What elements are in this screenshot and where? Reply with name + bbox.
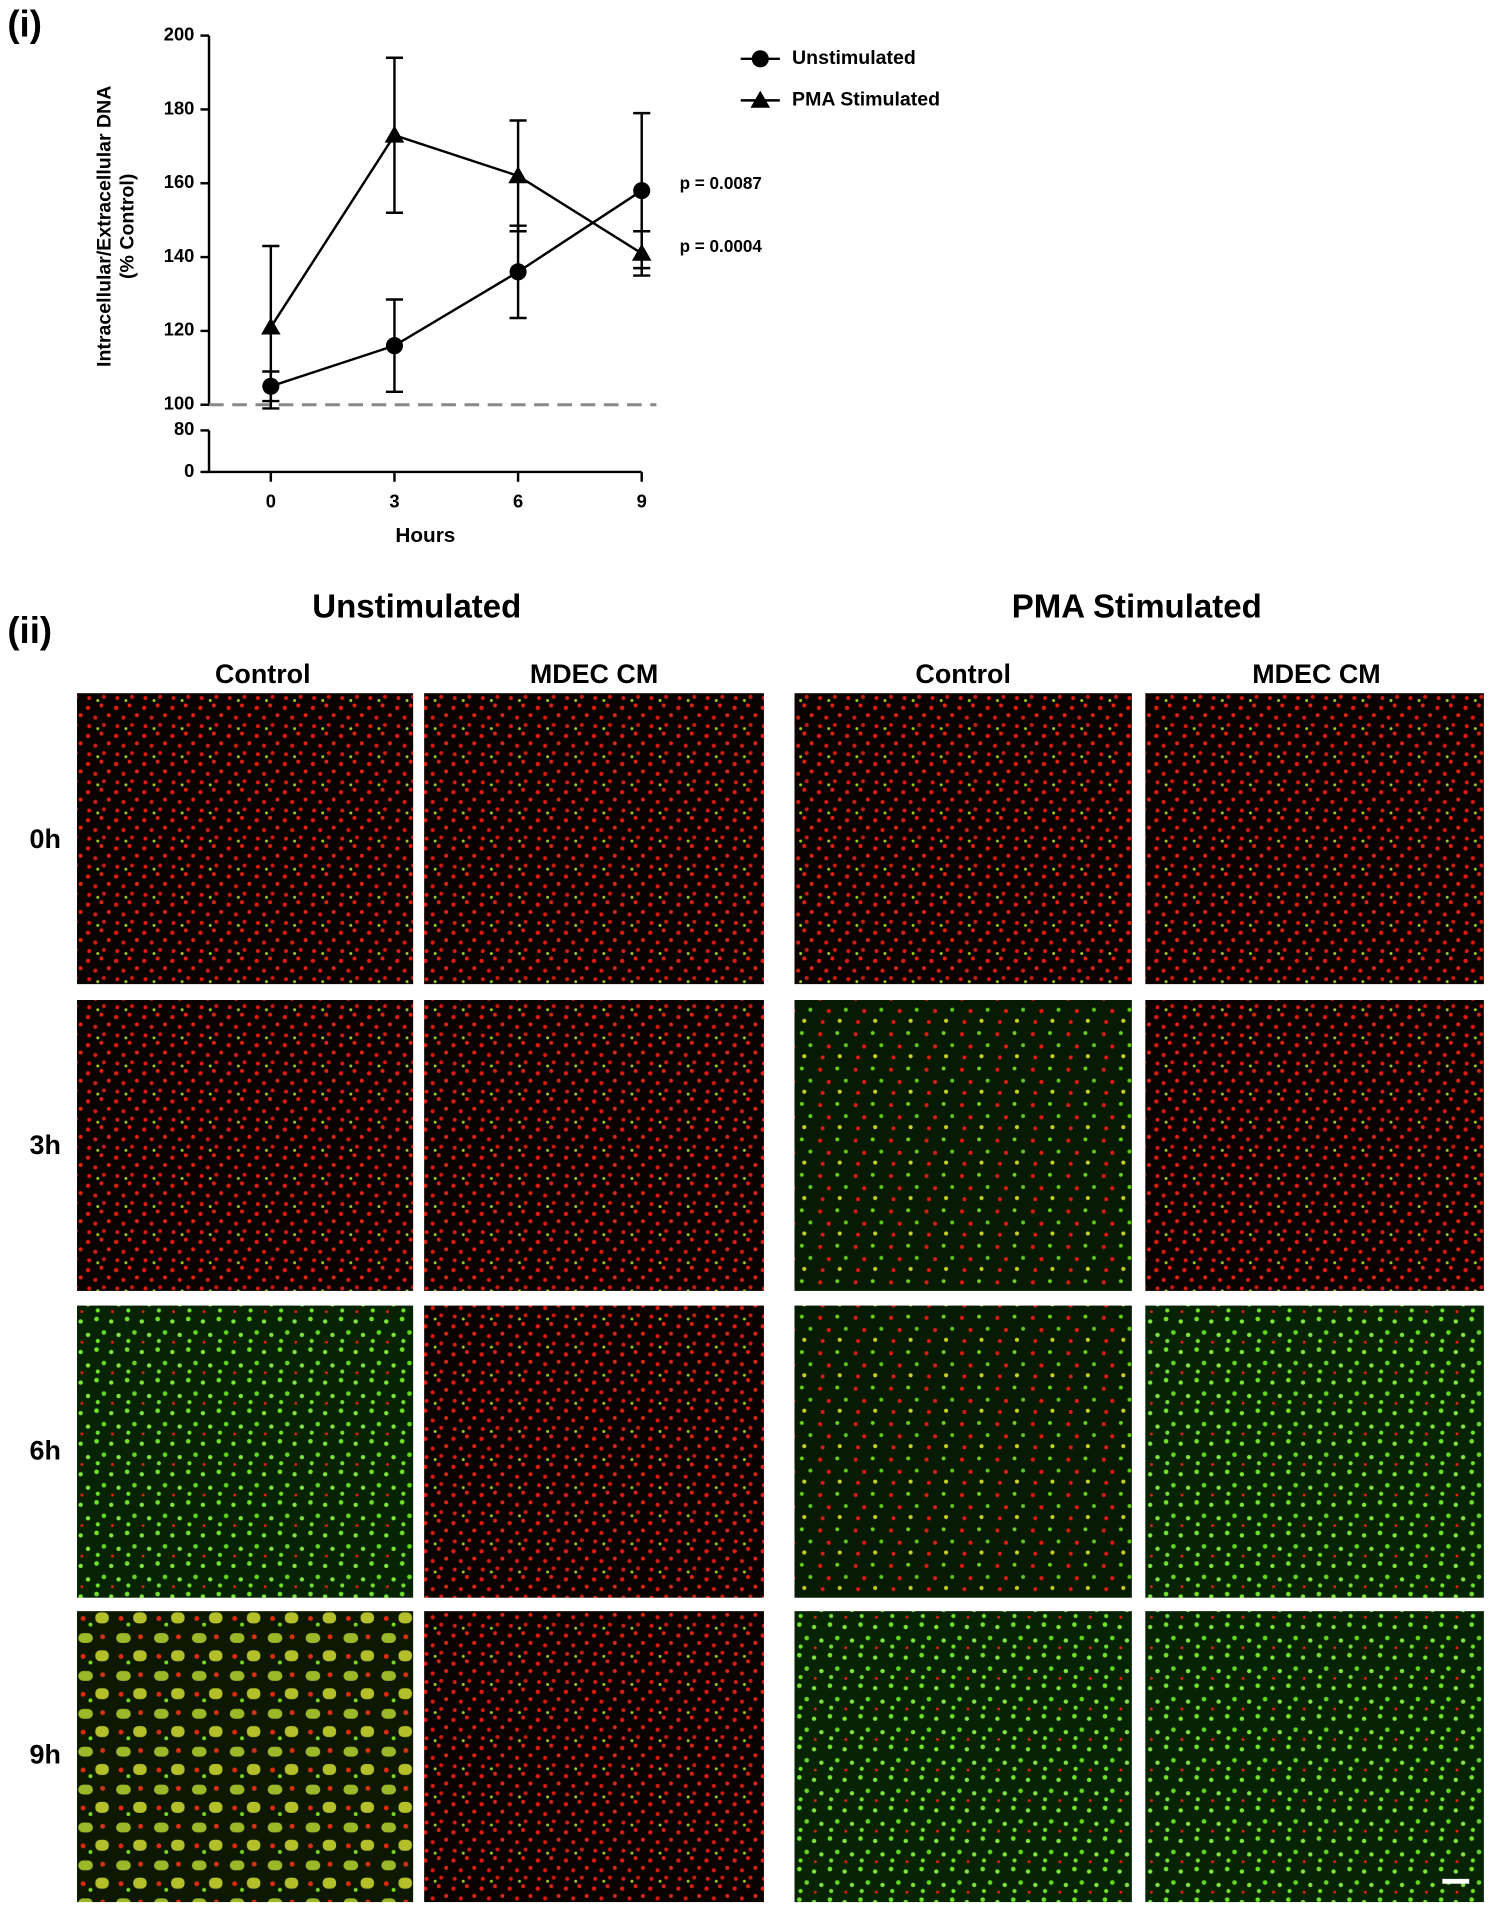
micrograph (794, 1611, 1132, 1903)
x-tick-label: 9 (637, 490, 647, 511)
column-header: MDEC CM (530, 659, 658, 689)
marker (631, 243, 652, 261)
column-header: Control (915, 659, 1011, 689)
legend-marker (750, 90, 771, 108)
marker (633, 182, 651, 200)
scale-bar (1442, 1878, 1470, 1884)
panel-label: (i) (7, 4, 42, 45)
micrograph (1145, 693, 1484, 985)
marker (508, 166, 528, 184)
micrograph (424, 1305, 764, 1598)
marker (261, 317, 281, 335)
y-tick-label: 140 (164, 245, 195, 266)
y-tick-label: 160 (164, 171, 195, 192)
micrograph (1145, 1611, 1484, 1903)
micrograph (794, 1000, 1132, 1291)
micrograph (77, 1305, 414, 1598)
micrograph (1145, 1000, 1484, 1291)
y-tick-label: 180 (164, 97, 195, 118)
micrograph-grid (77, 693, 1484, 1903)
y-tick-label: 120 (164, 319, 195, 340)
row-label: 0h (30, 824, 61, 854)
panel-label: (ii) (7, 610, 52, 651)
y-axis-label: Intracellular/Extracellular DNA (93, 86, 115, 367)
y-axis-label: (% Control) (117, 174, 139, 279)
marker (385, 337, 404, 355)
y-tick-label: 0 (184, 460, 194, 481)
legend-marker (751, 50, 769, 68)
micrograph (1145, 1305, 1484, 1598)
row-label: 9h (30, 1740, 61, 1770)
row-label: 6h (30, 1435, 61, 1465)
group-header: Unstimulated (312, 588, 521, 625)
column-header: Control (215, 659, 311, 689)
micrograph (794, 1305, 1132, 1598)
column-header: MDEC CM (1252, 659, 1380, 689)
row-label: 3h (30, 1130, 61, 1160)
x-axis-label: Hours (395, 524, 455, 547)
x-tick-label: 3 (389, 490, 399, 511)
group-header: PMA Stimulated (1012, 588, 1262, 625)
micrograph (424, 1000, 764, 1291)
marker (384, 125, 405, 143)
micrograph (77, 1611, 414, 1903)
micrograph (424, 1611, 764, 1903)
legend-label: Unstimulated (792, 47, 916, 69)
annotation: p = 0.0087 (680, 174, 762, 193)
y-tick-label: 80 (174, 418, 194, 439)
x-tick-label: 0 (266, 490, 276, 511)
y-tick-label: 200 (164, 23, 195, 44)
micrograph (77, 1000, 414, 1291)
micrograph (424, 693, 764, 985)
annotation: p = 0.0004 (680, 237, 763, 256)
series-line (269, 133, 643, 328)
micrograph (794, 693, 1132, 985)
y-tick-label: 100 (164, 393, 195, 414)
series-line (270, 189, 643, 388)
x-tick-label: 6 (513, 490, 523, 511)
micrograph (77, 693, 414, 985)
marker (509, 263, 527, 281)
legend-label: PMA Stimulated (792, 89, 940, 111)
